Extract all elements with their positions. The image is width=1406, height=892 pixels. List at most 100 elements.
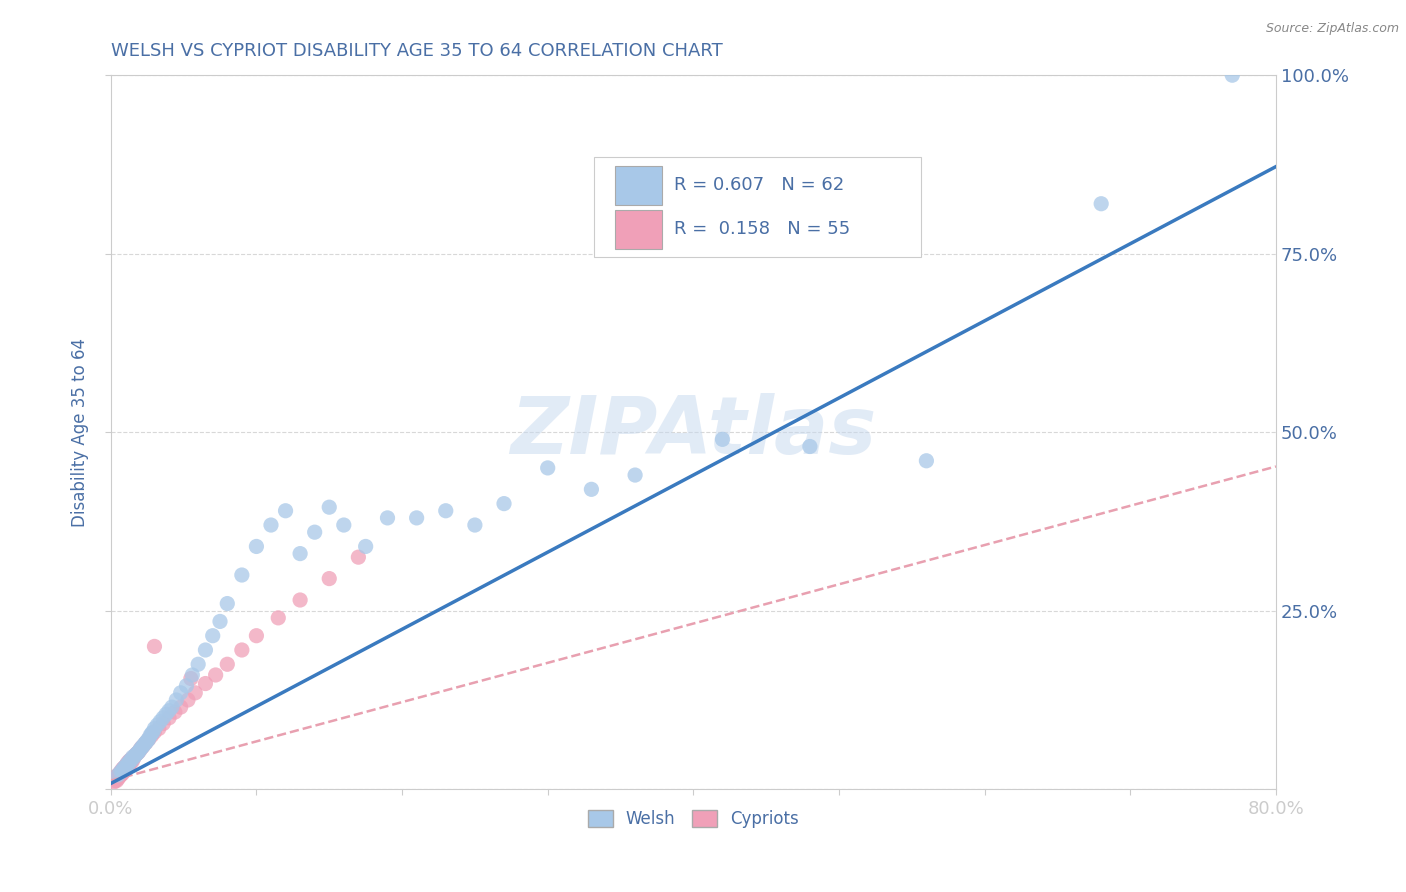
Point	[135, 736, 157, 750]
Legend: Welsh, Cypriots: Welsh, Cypriots	[581, 803, 806, 834]
Bar	[616, 166, 662, 205]
Point	[231, 568, 253, 582]
Point	[318, 572, 340, 586]
Text: R = 0.607   N = 62: R = 0.607 N = 62	[673, 177, 844, 194]
Point	[138, 732, 160, 747]
Point	[104, 773, 127, 788]
Point	[121, 754, 143, 768]
Point	[143, 640, 166, 654]
Point	[127, 745, 149, 759]
Point	[122, 750, 145, 764]
Point	[122, 750, 145, 764]
Point	[405, 511, 427, 525]
Point	[148, 722, 170, 736]
Point	[127, 745, 149, 759]
Point	[204, 668, 226, 682]
Point	[288, 593, 311, 607]
Point	[124, 747, 146, 762]
Point	[354, 540, 377, 554]
Point	[110, 768, 132, 782]
Point	[176, 679, 198, 693]
Point	[288, 547, 311, 561]
Point	[120, 755, 142, 769]
Point	[160, 700, 183, 714]
Point	[129, 743, 152, 757]
Point	[464, 518, 486, 533]
Point	[170, 686, 193, 700]
Point	[157, 704, 180, 718]
Point	[180, 672, 202, 686]
Point	[115, 761, 138, 775]
Point	[170, 700, 193, 714]
Point	[131, 740, 153, 755]
Text: Source: ZipAtlas.com: Source: ZipAtlas.com	[1265, 22, 1399, 36]
Point	[187, 657, 209, 672]
Point	[157, 711, 180, 725]
Text: R =  0.158   N = 55: R = 0.158 N = 55	[673, 220, 849, 238]
Point	[108, 766, 131, 780]
Point	[107, 772, 129, 786]
Point	[274, 504, 297, 518]
Point	[114, 759, 136, 773]
Point	[120, 752, 142, 766]
Point	[152, 716, 174, 731]
Point	[134, 737, 156, 751]
Y-axis label: Disability Age 35 to 64: Disability Age 35 to 64	[72, 338, 89, 526]
Point	[152, 711, 174, 725]
Point	[125, 747, 148, 761]
Point	[245, 629, 267, 643]
Point	[129, 743, 152, 757]
Point	[181, 668, 204, 682]
Point	[118, 757, 141, 772]
Point	[318, 500, 340, 515]
Point	[124, 747, 146, 762]
Point	[108, 769, 131, 783]
Point	[117, 759, 139, 773]
Point	[139, 729, 162, 743]
Point	[107, 768, 129, 782]
Point	[143, 722, 166, 736]
Point	[377, 511, 399, 525]
FancyBboxPatch shape	[595, 157, 921, 257]
Point	[333, 518, 356, 533]
Point	[347, 550, 370, 565]
Point	[581, 483, 603, 497]
Point	[267, 611, 290, 625]
Point	[111, 764, 134, 779]
Point	[112, 764, 135, 779]
Point	[114, 761, 136, 775]
Point	[304, 525, 326, 540]
Text: ZIPAtlas: ZIPAtlas	[510, 393, 876, 471]
Point	[1220, 68, 1243, 82]
Point	[135, 736, 157, 750]
Point	[146, 718, 169, 732]
Point	[1090, 196, 1112, 211]
Point	[434, 504, 457, 518]
Point	[120, 754, 142, 768]
Point	[107, 768, 129, 782]
Point	[231, 643, 253, 657]
Point	[114, 762, 136, 776]
Point	[143, 725, 166, 739]
Point	[111, 766, 134, 780]
Point	[121, 750, 143, 764]
Point	[105, 773, 128, 788]
Point	[115, 757, 138, 772]
Point	[537, 461, 560, 475]
Point	[165, 693, 187, 707]
Point	[111, 762, 134, 776]
Point	[492, 497, 515, 511]
Point	[112, 761, 135, 775]
Point	[110, 764, 132, 779]
Point	[141, 729, 163, 743]
Point	[131, 740, 153, 755]
Point	[194, 643, 217, 657]
Point	[201, 629, 224, 643]
Point	[136, 733, 159, 747]
Point	[110, 764, 132, 779]
Point	[118, 754, 141, 768]
Point	[138, 732, 160, 747]
Point	[260, 518, 283, 533]
Point	[141, 726, 163, 740]
Point	[915, 454, 938, 468]
